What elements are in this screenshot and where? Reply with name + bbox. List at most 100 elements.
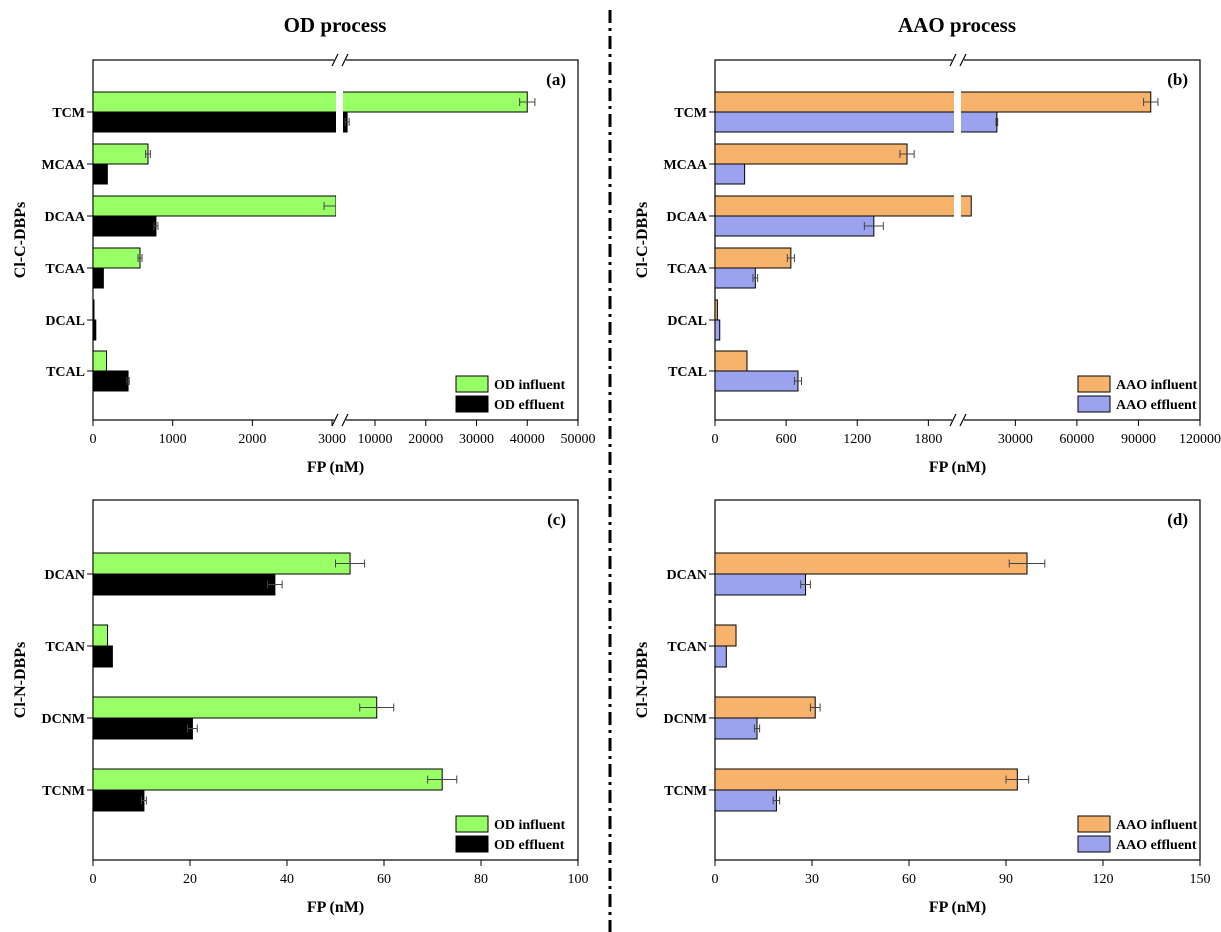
error-bar-dcnm — [753, 724, 761, 733]
bar-od-effluent-dcaa — [92, 215, 157, 237]
category-label: TCAL — [668, 365, 707, 380]
x-tick-label: 60 — [902, 872, 916, 887]
legend-swatch — [1077, 815, 1111, 833]
category-label: TCAL — [46, 365, 85, 380]
error-bar-dcaa — [863, 222, 884, 230]
bar-od-effluent-tcaa — [92, 267, 104, 289]
bar-aao-effluent-dcnm — [714, 717, 758, 740]
bar-od-influent-dcnm — [92, 696, 378, 719]
bar-aao-effluent-tcnm — [714, 789, 777, 812]
error-bar-tcm — [1143, 98, 1159, 106]
category-label: TCAA — [667, 262, 708, 277]
x-tick-label: 1200 — [843, 432, 871, 447]
x-tick-label: 0 — [90, 432, 97, 447]
legend-label: AAO effluent — [1116, 398, 1197, 413]
error-bar-tcaa — [752, 274, 759, 282]
bar-aao-effluent-dcal — [714, 319, 721, 341]
bar-od-effluent-tcan — [92, 645, 113, 668]
bar-od-influent-mcaa — [92, 143, 149, 165]
bar-aao-influent-tcaa — [714, 247, 792, 269]
y-axis-title: Cl-N-DBPs — [634, 642, 651, 718]
legend-swatch — [455, 815, 489, 833]
axis-break-mark — [331, 53, 349, 67]
bar-aao-effluent-tcaa — [714, 267, 756, 289]
error-bar-dcaa — [153, 222, 159, 230]
category-label: TCAA — [45, 262, 86, 277]
bar-aao-influent-tcal — [714, 350, 748, 372]
bar-od-effluent-dcan — [92, 573, 276, 596]
category-label: TCNM — [42, 784, 85, 799]
x-tick-label: 150 — [1190, 872, 1211, 887]
bar-aao-influent-tcnm — [714, 768, 1018, 791]
x-tick-label: 30000 — [459, 432, 494, 447]
legend-swatch — [1077, 395, 1111, 413]
left-column-title: OD process — [284, 13, 387, 37]
x-tick-label: 30 — [805, 872, 819, 887]
error-bar-tcm — [344, 118, 350, 126]
x-tick-label: 30000 — [998, 432, 1033, 447]
legend-label: OD influent — [494, 818, 566, 833]
legend-item: OD effluent — [455, 835, 565, 853]
x-tick-label: 60000 — [1059, 432, 1094, 447]
bar-od-influent-tcnm — [92, 768, 443, 791]
bar-aao-effluent-mcaa — [714, 163, 746, 185]
panels: 0 1000 2000 3000 10000 20000 30000 40000 50000TC… — [12, 53, 1221, 916]
error-bar-tcal — [126, 377, 130, 385]
error-bar-dcan — [267, 580, 283, 589]
error-bar-tcnm — [772, 796, 781, 805]
x-tick-label: 100 — [568, 872, 589, 887]
x-axis-title: FP (nM) — [307, 459, 364, 476]
legend-swatch — [455, 395, 489, 413]
category-label: DCNM — [663, 712, 707, 727]
category-label: TCNM — [664, 784, 707, 799]
x-tick-label: 3000 — [318, 432, 346, 447]
bar-od-effluent-dcal — [92, 319, 97, 341]
error-bar-dcnm — [187, 724, 198, 733]
x-tick-label: 600 — [776, 432, 797, 447]
bar-od-influent-tcm — [92, 91, 528, 113]
category-label: MCAA — [663, 158, 707, 173]
bar-od-effluent-tcnm — [92, 789, 145, 812]
legend-swatch — [1077, 835, 1111, 853]
legend-item: OD effluent — [455, 395, 565, 413]
plot-frame — [714, 499, 1201, 861]
bar-od-influent-dcan — [92, 552, 351, 575]
x-tick-label: 120000 — [1179, 432, 1221, 447]
panel-label: (a) — [546, 70, 566, 89]
error-bar-dcan — [1008, 559, 1046, 568]
legend-label: OD effluent — [494, 838, 565, 853]
axis-break-mark — [331, 413, 349, 427]
panel-b: 0 600 1200 1800 30000 60000 90000 120000 TCM MCAA… — [634, 53, 1221, 476]
bar-od-effluent-dcnm — [92, 717, 193, 740]
axis-break-gap — [336, 88, 343, 418]
error-bar-dcnm — [809, 703, 821, 712]
error-bar-dcan — [335, 559, 366, 568]
bar-aao-effluent-dcaa — [714, 215, 875, 237]
x-axis-title: FP (nM) — [929, 459, 986, 476]
x-tick-label: 20000 — [408, 432, 443, 447]
panel-d: 0 30 60 90 120 150 DCAN TCAN DCNM TCNM FP (nM) Cl-N… — [634, 499, 1211, 916]
x-tick-label: 120 — [1093, 872, 1114, 887]
error-bar-mcaa — [899, 150, 915, 158]
x-tick-label: 90000 — [1121, 432, 1156, 447]
x-tick-label: 80 — [474, 872, 488, 887]
x-tick-label: 2000 — [238, 432, 266, 447]
error-bar-tcaa — [786, 254, 795, 262]
bar-od-influent-tcan — [92, 624, 109, 647]
x-tick-label: 20 — [183, 872, 197, 887]
x-tick-label: 0 — [712, 432, 719, 447]
category-label: DCAL — [45, 314, 85, 329]
category-label: DCAA — [45, 210, 86, 225]
y-axis-title: Cl-N-DBPs — [12, 642, 29, 718]
bar-od-influent-tcal — [92, 350, 108, 372]
bar-od-influent-tcaa — [92, 247, 141, 269]
error-bar-tcm — [995, 118, 999, 126]
error-bar-tcnm — [427, 775, 458, 784]
category-label: DCAL — [667, 314, 707, 329]
bar-aao-influent-tcm — [714, 91, 1152, 113]
x-axis-title: FP (nM) — [307, 899, 364, 916]
legend-item: AAO effluent — [1077, 395, 1197, 413]
legend-item: OD influent — [455, 815, 566, 833]
panel-c: 0 20 40 60 80 100 DCAN TCAN DCNM TCNM FP (nM) Cl-N-… — [12, 499, 589, 916]
